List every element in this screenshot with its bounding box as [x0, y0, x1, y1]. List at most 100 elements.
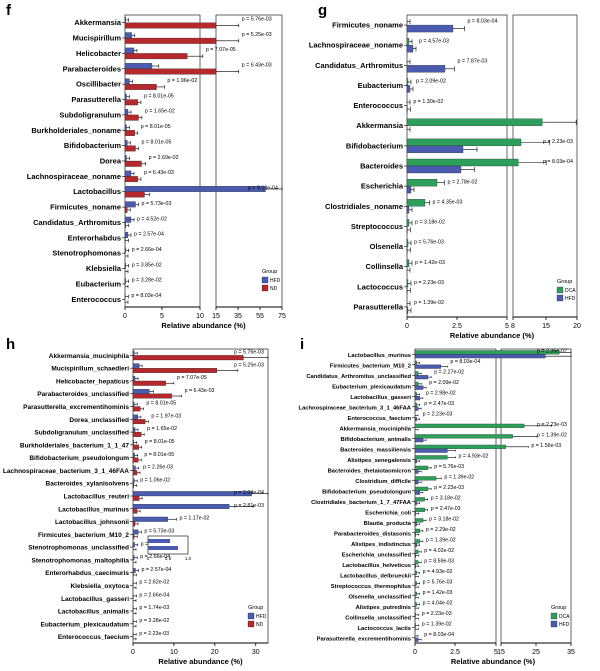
bar-i-dca-26 — [414, 623, 416, 628]
bar-h-hfd-2 — [132, 376, 136, 382]
plot-frame-i-0 — [414, 348, 497, 644]
category-label-g-10: Streptococcus — [351, 222, 403, 231]
category-label-i-15: Escherichia_coli — [365, 510, 411, 516]
category-label-g-6: Bifidobacterium — [346, 141, 403, 150]
legend-swatch-h-0 — [247, 612, 255, 620]
p-value-g-6: p = 2.23e-03 — [543, 139, 573, 145]
bar-i-dca-14 — [414, 497, 425, 502]
plot-frame-i-1 — [500, 348, 572, 644]
bar-h-hfd-12 — [132, 504, 230, 509]
category-label-i-8: Bifidobacterium_animalis — [340, 437, 411, 443]
p-value-h-3: p = 6.43e-03 — [185, 388, 215, 394]
legend-swatch-f-1 — [261, 284, 269, 292]
chart-panel-h: 0 10 20 30 Relative abundance (%) Akkermansia… — [3, 348, 269, 666]
category-label-h-21: Eubacterium_plexicaudatum — [41, 621, 130, 628]
bar-f-hfd-0 — [124, 17, 126, 23]
category-label-i-26: Lactococcus_lactis — [358, 626, 412, 632]
bar-i-dca-18 — [414, 539, 421, 544]
category-label-f-7: Burkholderiales_noname — [31, 126, 121, 135]
category-label-g-1: Lachnospiraceae_noname — [309, 41, 403, 50]
p-value-i-6: p = 2.23e-03 — [423, 412, 453, 418]
bar-h-hfd-15 — [132, 542, 135, 548]
category-label-h-4: Parasutterella_excrementihominis — [23, 404, 129, 411]
bar-f-hfd-2 — [124, 47, 135, 54]
panel-label-f: f — [6, 2, 12, 19]
p-value-h-10: p = 1.06e-02 — [140, 477, 170, 483]
category-label-h-6: Subdoligranulum_unclassified — [34, 430, 129, 437]
category-label-f-18: Enterococcus — [71, 295, 121, 304]
bar-f-nd-8 — [124, 145, 136, 152]
x-tick-label-i-4: 25 — [532, 649, 540, 656]
bar-g-dca-7 — [406, 158, 519, 167]
bar-h-hfd-10 — [132, 478, 135, 484]
legend-label-h-0: HFD — [256, 614, 267, 620]
p-value-g-7: p = 8.03e-04 — [543, 159, 573, 165]
category-label-f-6: Subdoligranulum — [59, 110, 121, 119]
bar-g-dca-12 — [406, 259, 410, 267]
legend-title-h: Group — [248, 605, 263, 611]
bar-f-hfd-6 — [124, 109, 129, 116]
category-label-f-11: Lactobacillus — [73, 187, 121, 196]
x-tick-label-i-1: 2.5 — [450, 649, 460, 656]
p-value-f-2: p = 7.07e-05 — [206, 47, 236, 53]
inset-tick-label-h-1: 0.5 — [165, 556, 172, 561]
category-label-i-17: Parabacteroides_distasonis — [334, 531, 411, 537]
p-value-i-10: p = 4.93e-02 — [459, 454, 489, 460]
legend-title-g: Group — [557, 279, 572, 285]
legend-title-f: Group — [262, 269, 277, 275]
x-tick-label-f-5: 55 — [256, 313, 264, 320]
p-value-f-4: p = 1.96e-02 — [167, 78, 197, 84]
category-label-h-18: Klebsiella_oxytoca — [70, 583, 129, 590]
legend-label-i-0: DCA — [559, 614, 570, 620]
category-label-g-2: Candidatus_Arthromitus — [315, 61, 403, 70]
bar-h-hfd-5 — [132, 414, 139, 420]
category-label-f-12: Firmicutes_noname — [50, 203, 121, 212]
p-value-i-12: p = 1.39e-02 — [444, 475, 474, 481]
bar-i-hfd-18 — [414, 543, 417, 548]
category-label-i-0: Lactobacillus_murinus — [348, 353, 411, 359]
bar-f-nd-7 — [124, 130, 135, 136]
bar-i-dca-21 — [414, 570, 417, 575]
p-value-f-10: p = 6.43e-03 — [144, 170, 174, 176]
bar-g-dca-1 — [406, 38, 410, 46]
p-value-i-15: p = 2.47e-03 — [431, 506, 461, 512]
bar-i-dca-1 — [414, 360, 417, 365]
p-value-i-9: p = 1.56e-03 — [531, 443, 561, 449]
category-label-i-20: Lactobacillus_helveticus — [342, 563, 411, 569]
bar-h-hfd-16 — [132, 555, 135, 561]
category-label-g-12: Collinsella — [365, 262, 403, 271]
bar-f-hfd-3 — [124, 63, 153, 69]
category-label-f-10: Lachnospiraceae_noname — [27, 172, 121, 181]
bar-i-dca-20 — [414, 560, 419, 565]
inset-bar-h-0 — [148, 539, 170, 543]
plot-frame-g-1 — [512, 14, 578, 318]
plot-frame-f-1 — [215, 14, 283, 308]
p-value-i-4: p = 2.98e-02 — [426, 391, 456, 397]
bar-g-dca-13 — [406, 279, 409, 287]
category-label-i-3: Eubacterium_plexicaudatum — [332, 384, 411, 390]
bar-f-nd-10 — [124, 176, 138, 183]
bar-h-nd-10 — [132, 483, 134, 488]
category-label-g-13: Lactococcus — [357, 282, 403, 291]
p-value-i-25: p = 2.23e-03 — [422, 611, 452, 617]
bar-h-hfd-14 — [132, 529, 139, 535]
p-value-h-7: p = 8.01e-05 — [145, 439, 175, 445]
p-value-g-9: p = 4.35e-03 — [433, 199, 463, 205]
bar-h-hfd-1 — [132, 363, 140, 369]
bar-i-dca-9 — [414, 444, 506, 449]
category-label-h-19: Lactobacillus_gasseri — [61, 596, 129, 603]
p-value-f-12: p = 5.73e-03 — [142, 201, 172, 207]
chart-panel-f: 0 5 10 15 35 55 75 Relative abundance (%) Akkerm… — [27, 14, 286, 330]
category-label-i-13: Bifidobacterium_pseudolongum — [322, 489, 411, 495]
p-value-i-1: p = 8.03e-04 — [450, 359, 480, 365]
bar-f-hfd-13 — [124, 216, 132, 223]
p-value-f-13: p = 4.52e-02 — [137, 216, 167, 222]
bar-h-nd-9 — [132, 470, 138, 476]
bar-i-dca-24 — [414, 602, 417, 607]
p-value-f-7: p = 8.01e-05 — [141, 124, 171, 130]
category-label-h-3: Parabacteroides_unclassified — [37, 391, 129, 398]
p-value-g-2: p = 7.87e-03 — [458, 59, 488, 65]
x-tick-label-g-1: 2.5 — [452, 323, 462, 330]
x-tick-label-h-1: 10 — [170, 649, 178, 656]
category-label-i-6: Enterococcus_faecium — [348, 416, 411, 422]
